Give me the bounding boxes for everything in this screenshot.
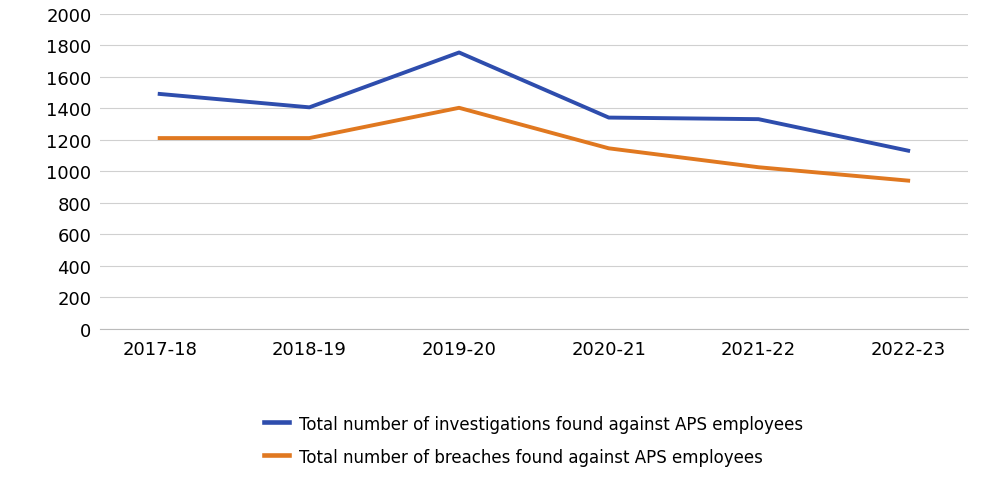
Line: Total number of breaches found against APS employees: Total number of breaches found against A… — [160, 108, 908, 182]
Total number of breaches found against APS employees — [902, 179, 914, 184]
Total number of breaches found against APS employees — [453, 106, 465, 111]
Total number of investigations found against APS employees — [453, 50, 465, 56]
Total number of investigations found against APS employees — [752, 117, 764, 123]
Total number of investigations found against APS employees — [303, 105, 315, 111]
Total number of investigations found against APS employees — [902, 149, 914, 154]
Total number of breaches found against APS employees — [752, 165, 764, 171]
Line: Total number of investigations found against APS employees: Total number of investigations found aga… — [160, 53, 908, 151]
Total number of breaches found against APS employees — [154, 136, 166, 142]
Total number of investigations found against APS employees — [154, 92, 166, 98]
Total number of breaches found against APS employees — [603, 146, 615, 152]
Total number of breaches found against APS employees — [303, 136, 315, 142]
Total number of investigations found against APS employees — [603, 116, 615, 121]
Legend: Total number of investigations found against APS employees, Total number of brea: Total number of investigations found aga… — [256, 407, 811, 474]
